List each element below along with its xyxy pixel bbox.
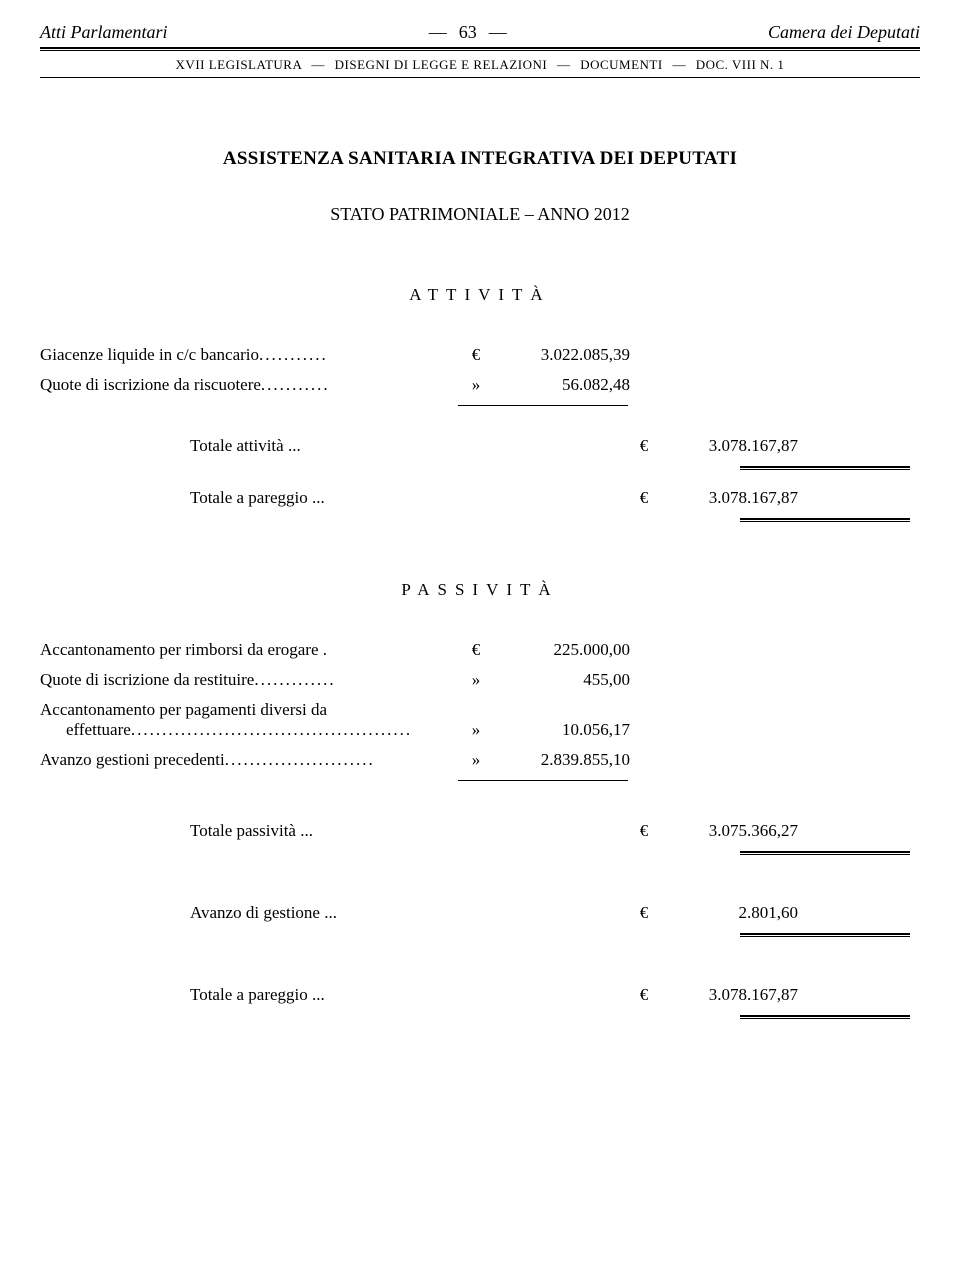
attivita-item-0-label: Giacenze liquide in c/c bancario [40, 345, 259, 365]
dots-fill: ........... [261, 375, 462, 395]
dash-left: — [429, 22, 447, 43]
dots-fill: ............. [254, 670, 462, 690]
passivita-total-1-label: Avanzo di gestione ... [190, 903, 337, 923]
attivita-total-0: Totale attività ... € 3.078.167,87 [40, 436, 920, 456]
passivita-item-1-value: 455,00 [490, 670, 630, 690]
attivita-total-1-rule [740, 518, 910, 522]
passivita-item-3-value: 2.839.855,10 [490, 750, 630, 770]
attivita-total-1-value: 3.078.167,87 [658, 488, 798, 508]
passivita-item-2-currency: » [462, 720, 490, 740]
passivita-item-3: Avanzo gestioni precedenti .............… [40, 750, 920, 770]
attivita-item-1-currency: » [462, 375, 490, 395]
attivita-item-0: Giacenze liquide in c/c bancario .......… [40, 345, 920, 365]
passivita-heading: PASSIVITÀ [40, 580, 920, 600]
attivita-total-1-currency: € [630, 488, 658, 508]
passivita-item-3-label: Avanzo gestioni precedenti [40, 750, 225, 770]
passivita-total-0: Totale passività ... € 3.075.366,27 [40, 821, 920, 841]
attivita-item-1-label: Quote di iscrizione da riscuotere [40, 375, 261, 395]
attivita-item-0-currency: € [462, 345, 490, 365]
passivita-total-1-value: 2.801,60 [658, 903, 798, 923]
attivita-total-0-rule [740, 466, 910, 470]
passivita-item-1-currency: » [462, 670, 490, 690]
page-number: 63 [459, 22, 477, 43]
passivita-total-0-rule [740, 851, 910, 855]
attivita-item-0-value: 3.022.085,39 [490, 345, 630, 365]
passivita-item-2-label-line2: effettuare [66, 720, 131, 740]
passivita-item-0-value: 225.000,00 [490, 640, 630, 660]
passivita-item-2b: effettuare .............................… [40, 720, 920, 740]
sub-header-rule [40, 77, 920, 78]
passivita-item-1-label: Quote di iscrizione da restituire [40, 670, 254, 690]
passivita-item-3-currency: » [462, 750, 490, 770]
passivita-total-0-value: 3.075.366,27 [658, 821, 798, 841]
passivita-total-2: Totale a pareggio ... € 3.078.167,87 [40, 985, 920, 1005]
attivita-item-1: Quote di iscrizione da riscuotere ......… [40, 375, 920, 395]
attivita-item-1-value: 56.082,48 [490, 375, 630, 395]
passivita-total-0-currency: € [630, 821, 658, 841]
dash-sep-3: — [672, 57, 686, 72]
attivita-total-0-currency: € [630, 436, 658, 456]
attivita-total-1: Totale a pareggio ... € 3.078.167,87 [40, 488, 920, 508]
passivita-item-0-currency: € [462, 640, 490, 660]
passivita-item-2-label-line1: Accantonamento per pagamenti diversi da [40, 700, 327, 720]
dots-fill: ........................ [225, 750, 462, 770]
passivita-total-1-currency: € [630, 903, 658, 923]
dash-sep-1: — [311, 57, 325, 72]
passivita-item-1: Quote di iscrizione da restituire ......… [40, 670, 920, 690]
main-title: ASSISTENZA SANITARIA INTEGRATIVA DEI DEP… [40, 148, 920, 170]
passivita-total-0-label: Totale passività ... [190, 821, 313, 841]
passivita-total-2-label: Totale a pareggio ... [190, 985, 325, 1005]
attivita-heading: ATTIVITÀ [40, 285, 920, 305]
page-number-wrap: — 63 — [429, 22, 507, 43]
header-right: Camera dei Deputati [768, 22, 920, 43]
page-header: Atti Parlamentari — 63 — Camera dei Depu… [40, 22, 920, 43]
attivita-total-1-label: Totale a pareggio ... [190, 488, 325, 508]
sub-header-doc: DOC. VIII N. 1 [696, 57, 785, 72]
dash-sep-2: — [557, 57, 571, 72]
passivita-item-0: Accantonamento per rimborsi da erogare .… [40, 640, 920, 660]
passivita-total-2-currency: € [630, 985, 658, 1005]
passivita-subtotal-rule [458, 780, 628, 781]
passivita-total-1-rule [740, 933, 910, 937]
dash-right: — [489, 22, 507, 43]
header-left: Atti Parlamentari [40, 22, 168, 43]
sub-header-documenti: DOCUMENTI [580, 57, 663, 72]
header-double-rule [40, 47, 920, 51]
attivita-total-0-label: Totale attività ... [190, 436, 301, 456]
passivita-item-0-label: Accantonamento per rimborsi da erogare . [40, 640, 327, 660]
passivita-item-2-value: 10.056,17 [490, 720, 630, 740]
sub-header: XVII LEGISLATURA — DISEGNI DI LEGGE E RE… [40, 57, 920, 73]
passivita-item-2: Accantonamento per pagamenti diversi da [40, 700, 920, 720]
sub-header-legislatura: XVII LEGISLATURA [176, 57, 302, 72]
attivita-total-0-value: 3.078.167,87 [658, 436, 798, 456]
sub-header-disegni: DISEGNI DI LEGGE E RELAZIONI [335, 57, 548, 72]
attivita-subtotal-rule [458, 405, 628, 406]
passivita-total-2-rule [740, 1015, 910, 1019]
dots-fill: ........... [259, 345, 462, 365]
dots-fill: ........................................… [131, 720, 462, 740]
passivita-total-2-value: 3.078.167,87 [658, 985, 798, 1005]
sub-title: STATO PATRIMONIALE – ANNO 2012 [40, 204, 920, 225]
passivita-total-1: Avanzo di gestione ... € 2.801,60 [40, 903, 920, 923]
